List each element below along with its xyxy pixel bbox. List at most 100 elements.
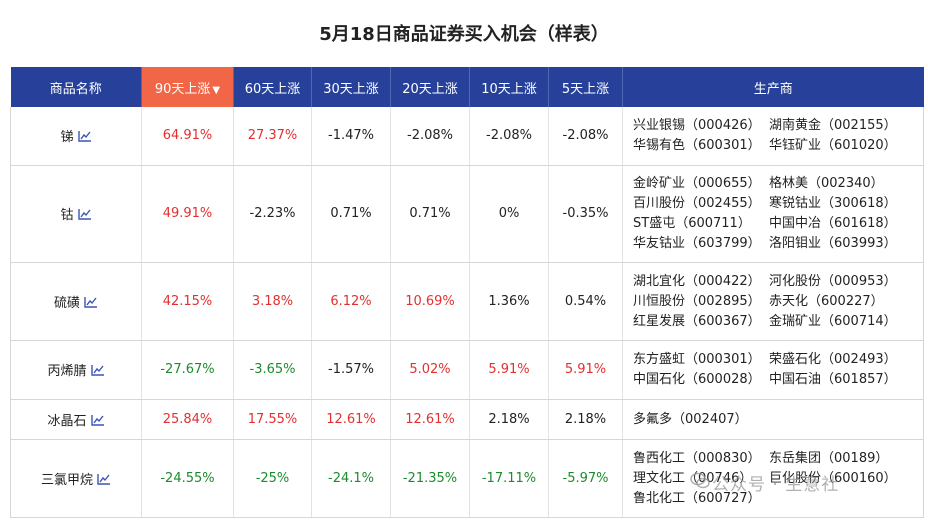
trend-chart-icon[interactable] <box>77 208 92 220</box>
commodity-name: 三氯甲烷 <box>40 472 93 488</box>
producer-item: 巨化股份（600160） <box>769 470 897 486</box>
table-header-row: 商品名称 90天上涨 ▼ 60天上涨 30天上涨 20天上涨 10天上涨 5天上涨… <box>10 67 924 107</box>
producer-item: 华钰矿业（601020） <box>769 138 897 154</box>
commodity-name: 钴 <box>60 208 74 223</box>
change-20d-cell: 0.71% <box>390 165 470 263</box>
change-30d-cell: 0.71% <box>311 165 391 263</box>
producer-item: 中国中冶（601618） <box>769 216 897 231</box>
change-5d-cell: 5.91% <box>548 340 623 400</box>
trend-chart-icon[interactable] <box>84 296 98 308</box>
change-10d-cell: 1.36% <box>469 262 549 341</box>
table-row: 锑 64.91% 27.37% -1.47% -2.08% -2.08% -2.08% 兴业银… <box>10 107 924 166</box>
col-header-20d[interactable]: 20天上涨 <box>390 67 470 107</box>
commodity-name-cell: 钴 <box>10 165 142 263</box>
change-20d-cell: -21.35% <box>390 439 470 518</box>
change-90d-cell: -24.55% <box>141 439 234 518</box>
trend-chart-icon[interactable] <box>97 473 111 485</box>
producers-list: 东方盛虹（000301） 荣盛石化（002493） 中国石化（600028） 中国石油… <box>633 351 913 388</box>
trend-chart-icon[interactable] <box>90 414 105 426</box>
producers-list: 多氟多（002407） <box>633 411 913 428</box>
change-60d-cell: 27.37% <box>233 107 312 166</box>
change-90d-cell: 49.91% <box>141 165 234 263</box>
producer-item: 鲁北化工（600727） <box>633 490 761 506</box>
producers-list: 金岭矿业（000655） 格林美（002340） 百川股份（002455） 寒锐钴业（… <box>633 175 913 252</box>
trend-chart-icon[interactable] <box>77 130 92 142</box>
producer-item: 华友钴业（603799） <box>633 236 761 251</box>
change-60d-cell: 17.55% <box>233 399 312 440</box>
producer-item: 赤天化（600227） <box>769 293 884 309</box>
producer-item: 中国石油（601857） <box>769 372 897 387</box>
commodity-name-cell: 丙烯腈 <box>10 340 142 400</box>
commodity-name-cell: 三氯甲烷 <box>10 439 142 518</box>
producer-item: 兴业银锡（000426） <box>633 118 761 134</box>
commodity-name: 锑 <box>60 130 74 146</box>
producers-list: 鲁西化工（000830） 东岳集团（00189） 理文化工（00746） 巨化股份（6… <box>633 450 913 507</box>
change-90d-cell: 64.91% <box>141 107 234 166</box>
page-title: 5月18日商品证券买入机会（样表） <box>319 24 609 45</box>
producer-item: 荣盛石化（002493） <box>769 352 897 367</box>
change-30d-cell: -24.1% <box>311 439 391 518</box>
change-10d-cell: -17.11% <box>469 439 549 518</box>
commodity-name-cell: 硫磺 <box>10 262 142 341</box>
producer-item: 寒锐钴业（300618） <box>769 196 897 211</box>
col-header-30d[interactable]: 30天上涨 <box>311 67 391 107</box>
change-30d-cell: 6.12% <box>311 262 391 341</box>
producer-item: 鲁西化工（000830） <box>633 450 761 466</box>
producer-item: 多氟多（002407） <box>633 411 748 427</box>
col-header-10d[interactable]: 10天上涨 <box>469 67 549 107</box>
producers-cell: 东方盛虹（000301） 荣盛石化（002493） 中国石化（600028） 中国石油… <box>622 340 924 400</box>
producer-item: 东岳集团（00189） <box>769 450 889 466</box>
change-10d-cell: 0% <box>469 165 549 263</box>
change-20d-cell: 10.69% <box>390 262 470 341</box>
producer-item: 洛阳钼业（603993） <box>769 236 897 251</box>
commodity-table: 商品名称 90天上涨 ▼ 60天上涨 30天上涨 20天上涨 10天上涨 5天上涨… <box>10 67 924 518</box>
producer-item: 川恒股份（002895） <box>633 293 761 309</box>
change-20d-cell: 5.02% <box>390 340 470 400</box>
producers-cell: 兴业银锡（000426） 湖南黄金（002155） 华锡有色（600301） 华钰矿业… <box>622 107 924 166</box>
producers-list: 兴业银锡（000426） 湖南黄金（002155） 华锡有色（600301） 华钰矿业… <box>633 117 913 154</box>
producer-item: 百川股份（002455） <box>633 196 761 211</box>
change-90d-cell: 42.15% <box>141 262 234 341</box>
col-header-90d[interactable]: 90天上涨 ▼ <box>141 67 234 107</box>
producers-list: 湖北宜化（000422） 河化股份（000953） 川恒股份（002895） 赤天化（… <box>633 273 913 330</box>
change-10d-cell: -2.08% <box>469 107 549 166</box>
watermark-text: 公众号 · 生意社 <box>712 475 840 495</box>
sort-down-icon: ▼ <box>212 84 221 96</box>
col-header-60d[interactable]: 60天上涨 <box>233 67 312 107</box>
change-20d-cell: -2.08% <box>390 107 470 166</box>
producer-item: 理文化工（00746） <box>633 470 753 486</box>
change-10d-cell: 5.91% <box>469 340 549 400</box>
producer-item: 金岭矿业（000655） <box>633 176 761 191</box>
commodity-name-cell: 冰晶石 <box>10 399 142 440</box>
commodity-name: 冰晶石 <box>47 413 87 429</box>
change-60d-cell: -2.23% <box>233 165 312 263</box>
producer-item: 湖南黄金（002155） <box>769 118 897 134</box>
producers-cell: 多氟多（002407） <box>622 399 924 440</box>
change-5d-cell: -2.08% <box>548 107 623 166</box>
commodity-name: 丙烯腈 <box>47 364 87 379</box>
change-5d-cell: -0.35% <box>548 165 623 263</box>
col-header-name[interactable]: 商品名称 <box>10 67 142 107</box>
producer-item: 金瑞矿业（600714） <box>769 313 897 329</box>
table-row: 硫磺 42.15% 3.18% 6.12% 10.69% 1.36% 0.54% 湖北宜化（0… <box>10 262 924 341</box>
trend-chart-icon[interactable] <box>90 364 105 376</box>
change-60d-cell: -3.65% <box>233 340 312 400</box>
change-5d-cell: 2.18% <box>548 399 623 440</box>
producer-item: 中国石化（600028） <box>633 372 761 387</box>
producers-cell: 金岭矿业（000655） 格林美（002340） 百川股份（002455） 寒锐钴业（… <box>622 165 924 263</box>
producer-item: 华锡有色（600301） <box>633 138 761 154</box>
commodity-name-cell: 锑 <box>10 107 142 166</box>
wechat-logo-icon <box>690 472 710 489</box>
table-row: 钴 49.91% -2.23% 0.71% 0.71% 0% -0.35% 金岭矿业（0006… <box>10 165 924 263</box>
change-5d-cell: -5.97% <box>548 439 623 518</box>
change-60d-cell: 3.18% <box>233 262 312 341</box>
producer-item: ST盛屯（600711） <box>633 216 751 231</box>
change-20d-cell: 12.61% <box>390 399 470 440</box>
change-60d-cell: -25% <box>233 439 312 518</box>
col-header-producers: 生产商 <box>622 67 924 107</box>
change-30d-cell: 12.61% <box>311 399 391 440</box>
table-row: 冰晶石 25.84% 17.55% 12.61% 12.61% 2.18% 2.18% 多氟多… <box>10 399 924 440</box>
col-header-5d[interactable]: 5天上涨 <box>548 67 623 107</box>
producer-item: 格林美（002340） <box>769 176 884 191</box>
producers-cell: 湖北宜化（000422） 河化股份（000953） 川恒股份（002895） 赤天化（… <box>622 262 924 341</box>
